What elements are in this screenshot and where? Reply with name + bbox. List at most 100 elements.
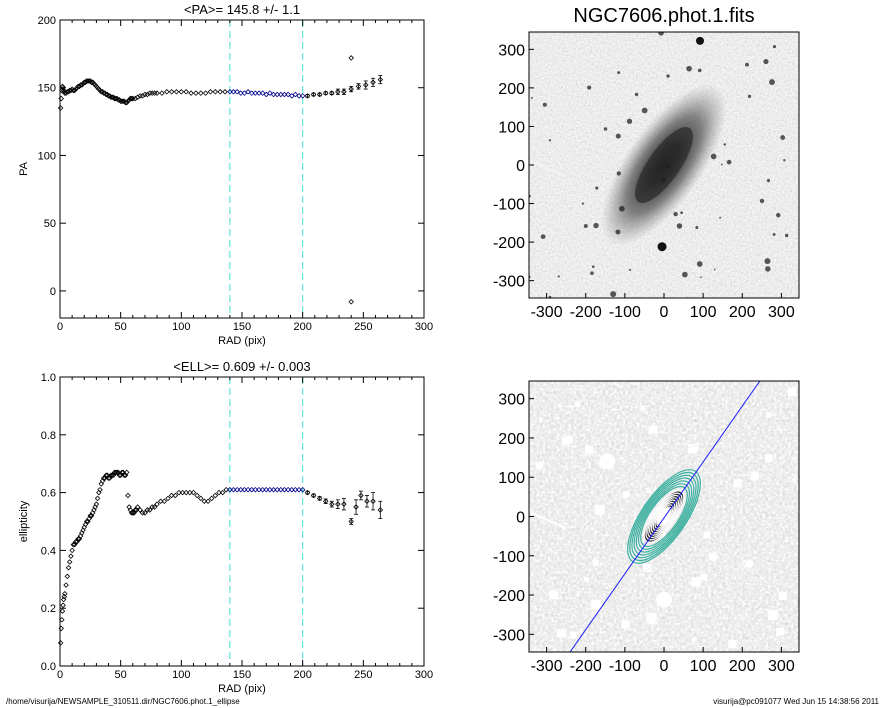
fit-data-point xyxy=(278,91,284,98)
mask-region xyxy=(691,577,701,587)
y-tick-label: -200 xyxy=(493,588,525,605)
data-point xyxy=(83,78,90,84)
data-point xyxy=(134,504,141,510)
data-point xyxy=(91,507,97,513)
x-tick-label: 0 xyxy=(660,658,669,675)
star xyxy=(665,142,668,146)
data-point xyxy=(193,90,199,96)
data-point xyxy=(208,495,215,502)
data-point xyxy=(159,90,165,96)
y-tick-label: 50 xyxy=(44,218,56,230)
data-point xyxy=(322,498,329,505)
star xyxy=(697,68,702,73)
star xyxy=(615,133,621,139)
fit-data-point xyxy=(241,90,248,96)
star xyxy=(772,44,777,49)
fit-data-point xyxy=(292,91,299,98)
mask-region xyxy=(640,405,646,411)
data-point xyxy=(69,547,75,554)
mask-region xyxy=(594,504,605,515)
data-point xyxy=(81,524,88,531)
data-point xyxy=(212,492,219,499)
data-point xyxy=(183,89,189,95)
star xyxy=(676,223,683,229)
data-point xyxy=(99,478,106,484)
data-point xyxy=(316,91,323,98)
data-point xyxy=(341,89,347,95)
data-point xyxy=(76,536,83,542)
star xyxy=(666,74,670,78)
data-point xyxy=(59,616,65,623)
footer-user-stamp: visurija@pc091077 Wed Jun 15 14:38:56 20… xyxy=(713,697,879,706)
data-point xyxy=(316,495,323,502)
data-point xyxy=(115,97,122,103)
data-point xyxy=(197,495,204,502)
x-tick-label: 0 xyxy=(57,669,63,681)
data-point xyxy=(111,469,118,476)
data-point xyxy=(139,510,146,516)
fit-data-point xyxy=(274,91,280,98)
x-tick-label: 200 xyxy=(293,321,311,333)
x-tick-label: 300 xyxy=(768,658,795,675)
data-point xyxy=(108,472,114,479)
data-point xyxy=(88,79,95,86)
data-point xyxy=(62,590,68,597)
satellite-trail xyxy=(663,254,712,276)
mask-region xyxy=(728,639,737,649)
data-point xyxy=(73,538,79,545)
data-point xyxy=(60,87,67,94)
fit-data-point xyxy=(278,486,284,493)
data-point xyxy=(80,527,86,533)
fit-data-point xyxy=(299,486,306,493)
data-point xyxy=(178,89,185,95)
data-point xyxy=(109,94,115,100)
data-point xyxy=(85,78,91,84)
data-point xyxy=(98,89,105,95)
star xyxy=(542,102,547,107)
x-tick-label: 300 xyxy=(415,669,433,681)
isophote-contour-inner xyxy=(652,501,676,532)
star xyxy=(616,171,621,176)
mask-region xyxy=(561,437,570,446)
star xyxy=(765,266,771,272)
data-point xyxy=(364,498,370,505)
star xyxy=(783,159,786,162)
y-tick-label: -200 xyxy=(493,235,525,252)
plot-frame xyxy=(59,19,425,319)
x-tick-label: 250 xyxy=(354,321,372,333)
data-point xyxy=(216,489,222,496)
mask-region xyxy=(583,576,589,582)
data-point xyxy=(75,83,81,90)
fit-data-point xyxy=(238,486,244,493)
data-point xyxy=(75,536,81,542)
isophote-contour-outer xyxy=(614,453,714,580)
star xyxy=(587,85,592,90)
fit-data-point xyxy=(288,93,295,99)
data-point xyxy=(103,91,109,98)
data-point xyxy=(335,501,341,507)
plot-title: <ELL>= 0.609 +/- 0.003 xyxy=(173,359,310,374)
star xyxy=(628,268,632,271)
mask-region xyxy=(591,599,601,610)
x-tick-label: -200 xyxy=(570,658,602,675)
data-point xyxy=(87,512,94,519)
y-tick-label: 200 xyxy=(498,81,525,98)
y-tick-label: 200 xyxy=(498,431,525,448)
data-point xyxy=(113,95,119,102)
mask-region xyxy=(584,445,594,455)
data-point xyxy=(59,87,65,94)
fit-data-point xyxy=(296,93,302,99)
data-point xyxy=(71,541,78,548)
isophote-contour-inner xyxy=(645,492,683,541)
data-point xyxy=(147,507,153,513)
data-point xyxy=(70,541,77,548)
major-axis-line xyxy=(569,381,761,652)
data-point xyxy=(154,501,160,507)
data-point xyxy=(59,608,66,614)
data-point xyxy=(65,564,72,571)
mask-region xyxy=(549,590,559,600)
mask-region xyxy=(646,488,651,493)
data-point xyxy=(83,518,90,525)
data-point xyxy=(144,507,151,513)
star xyxy=(641,107,648,114)
